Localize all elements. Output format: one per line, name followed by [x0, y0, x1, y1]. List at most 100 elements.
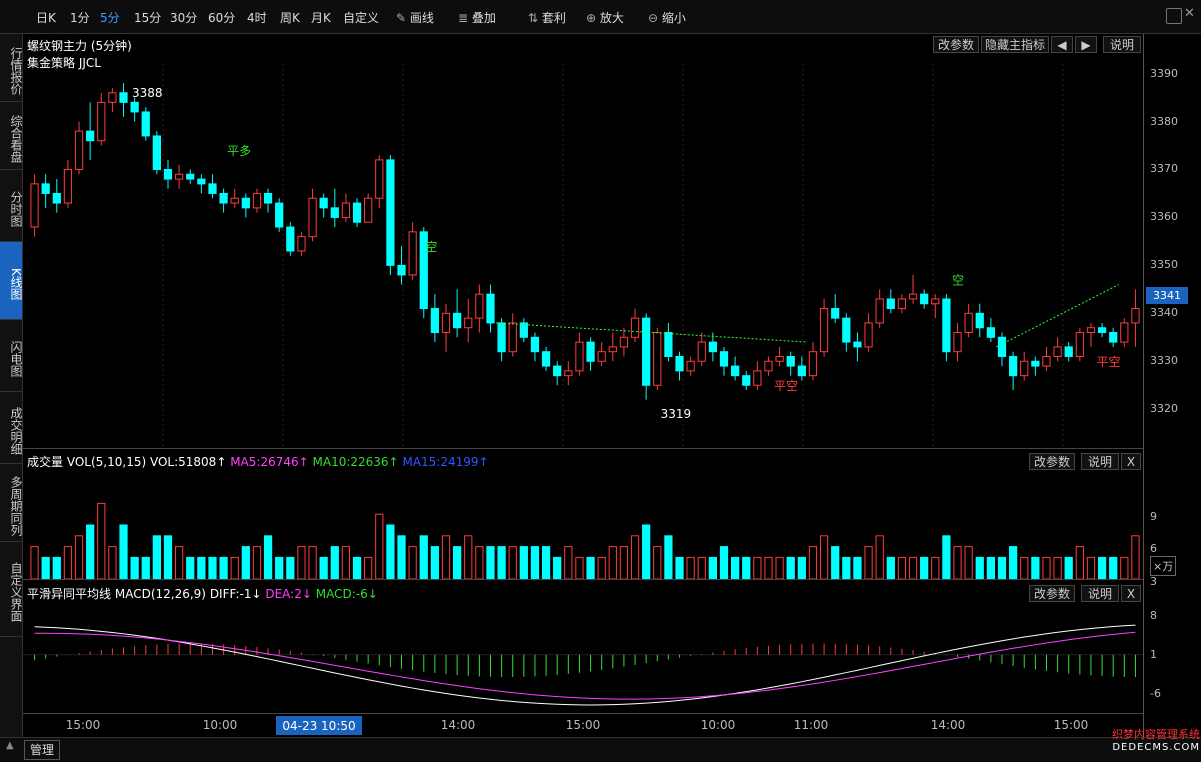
volume-bar — [197, 556, 206, 579]
candle-body — [1009, 355, 1018, 377]
hide-main-indicator-button[interactable]: 隐藏主指标 — [981, 36, 1049, 53]
candle-body — [686, 360, 695, 372]
volume-close-button[interactable]: X — [1121, 453, 1141, 470]
volume-bar — [1109, 556, 1118, 579]
macd-close-button[interactable]: X — [1121, 585, 1141, 602]
sidebar-item-label: 分时图 — [9, 190, 23, 227]
candle-body — [397, 264, 406, 276]
volume-bar — [708, 556, 717, 579]
zoom-in-icon: ⊕ — [586, 11, 600, 25]
bottom-bar: ▲ 管理 织梦内容管理系统 DEDECMS.COM — [0, 728, 1201, 762]
candle-body — [441, 312, 451, 334]
ma10-value: MA10:22636↑ — [312, 455, 399, 469]
close-icon[interactable]: ✕ — [1184, 6, 1195, 21]
period-2[interactable]: 5分 — [100, 11, 120, 25]
zoom-in-tool-button[interactable]: ⊕ 放大 — [586, 9, 624, 26]
sidebar-item-2[interactable]: 分时图 — [0, 170, 23, 242]
sidebar-item-5[interactable]: 成交明细 — [0, 392, 23, 464]
candle-body — [853, 341, 862, 348]
volume-bar — [886, 556, 895, 579]
menu-icon[interactable] — [1166, 8, 1182, 24]
candle-body — [597, 351, 606, 362]
change-params-button[interactable]: 改参数 — [933, 36, 979, 53]
volume-bar — [1097, 556, 1107, 579]
sidebar-item-4[interactable]: 闪电图 — [0, 320, 23, 392]
volume-bar — [864, 546, 873, 579]
volume-params-button[interactable]: 改参数 — [1029, 453, 1075, 470]
candle-body — [119, 92, 128, 103]
candle-body — [630, 317, 640, 338]
sidebar-item-label: 自定义界面 — [9, 562, 23, 622]
candle-body — [63, 168, 73, 204]
sidebar-item-7[interactable]: 自定义界面 — [0, 542, 23, 637]
macd-chart[interactable] — [23, 580, 1143, 713]
volume-bar — [753, 556, 762, 579]
candle-body — [74, 130, 84, 170]
low-label: 3319 — [661, 407, 692, 421]
period-5[interactable]: 60分 — [208, 11, 236, 25]
macd-explain-button[interactable]: 说明 — [1081, 585, 1119, 602]
dea-value: DEA:2↓ — [265, 587, 312, 601]
price-tick: 3380 — [1150, 114, 1178, 128]
volume-explain-button[interactable]: 说明 — [1081, 453, 1119, 470]
manage-button[interactable]: 管理 — [24, 740, 60, 760]
period-9[interactable]: 自定义 — [343, 11, 380, 25]
volume-bar — [430, 546, 439, 579]
sidebar-item-3[interactable]: K线图 — [0, 242, 23, 320]
zoom-out-tool-button[interactable]: ⊖ 缩小 — [648, 9, 686, 26]
volume-bar — [453, 546, 462, 579]
volume-bar — [230, 556, 239, 579]
signal-ping-kong-2: 平空 — [1097, 355, 1121, 369]
volume-bar — [908, 556, 918, 579]
arbitrage-tool-button[interactable]: ⇅ 套利 — [528, 9, 566, 26]
volume-bar — [920, 556, 929, 579]
explain-button[interactable]: 说明 — [1103, 36, 1141, 53]
sidebar-item-0[interactable]: 行情报价 — [0, 34, 23, 102]
candle-body — [831, 308, 840, 319]
period-6[interactable]: 4时 — [247, 11, 267, 25]
candle-body — [130, 101, 139, 113]
period-0[interactable]: 日K — [36, 11, 56, 25]
sidebar-item-1[interactable]: 综合看盘 — [0, 102, 23, 170]
scroll-up-icon[interactable]: ▲ — [6, 740, 14, 751]
candle-body — [953, 332, 962, 353]
tool-label: 缩小 — [661, 11, 686, 25]
price-tick: 3360 — [1150, 210, 1178, 224]
volume-bar — [819, 535, 829, 579]
volume-bar — [441, 535, 451, 579]
period-3[interactable]: 15分 — [134, 11, 162, 25]
volume-bar — [1042, 556, 1051, 579]
volume-bar — [163, 535, 173, 579]
period-8[interactable]: 月K — [311, 11, 331, 25]
volume-tick: 6 — [1150, 542, 1157, 556]
price-tick: 3390 — [1150, 66, 1178, 80]
candle-body — [275, 202, 284, 228]
period-1[interactable]: 1分 — [70, 11, 90, 25]
candle-body — [419, 231, 428, 310]
stack-tool-button[interactable]: ≣ 叠加 — [458, 9, 496, 26]
volume-bar — [397, 535, 406, 579]
stack-icon: ≣ — [458, 11, 472, 25]
candle-body — [553, 365, 562, 377]
candle-body — [586, 341, 595, 362]
arrow-right-icon[interactable]: ▶ — [1075, 36, 1097, 53]
volume-bar — [1020, 556, 1029, 579]
volume-bar — [508, 546, 517, 579]
ma5-value: MA5:26746↑ — [230, 455, 309, 469]
period-7[interactable]: 周K — [280, 11, 300, 25]
volume-bar — [319, 556, 328, 579]
time-label: 15:00 — [1054, 718, 1089, 732]
pencil-tool-button[interactable]: ✎ 画线 — [396, 9, 434, 26]
macd-panel: 平滑异同平均线 MACD(12,26,9) DIFF:-1↓ DEA:2↓ MA… — [23, 580, 1143, 714]
candle-body — [241, 197, 250, 209]
volume-bar — [786, 556, 795, 579]
period-4[interactable]: 30分 — [170, 11, 198, 25]
diff-line — [34, 624, 1136, 706]
volume-chart[interactable] — [23, 449, 1143, 579]
volume-bar — [630, 535, 640, 579]
arrow-left-icon[interactable]: ◀ — [1051, 36, 1073, 53]
sidebar-item-6[interactable]: 多周期同列 — [0, 464, 23, 542]
macd-params-button[interactable]: 改参数 — [1029, 585, 1075, 602]
volume-bar — [564, 546, 573, 579]
